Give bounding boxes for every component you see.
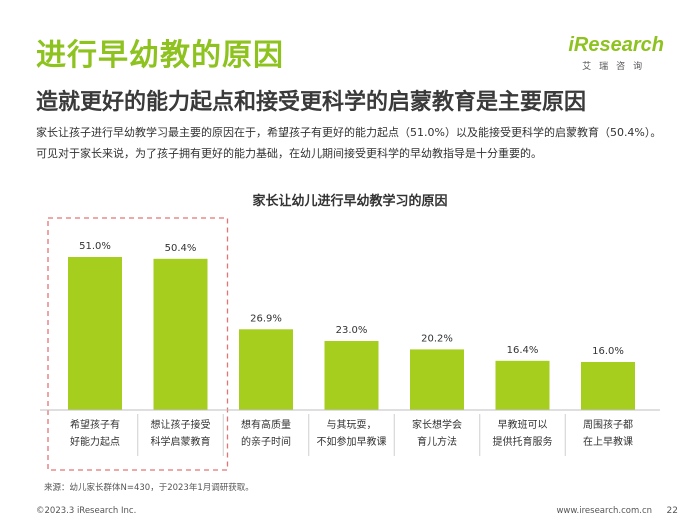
category-label: 家长想学会 [412,418,462,431]
data-label: 51.0% [79,241,111,252]
data-label: 16.0% [592,346,624,357]
bar [410,349,464,410]
data-label: 20.2% [421,333,453,344]
bar [581,362,635,410]
data-label: 23.0% [336,325,368,336]
source-note: 来源：幼儿家长群体N=430，于2023年1月调研获取。 [44,483,254,493]
category-label: 好能力起点 [70,435,120,448]
bar [239,329,293,410]
category-label: 早教班可以 [498,418,548,431]
page-number: 22 [666,506,678,516]
bar [68,257,122,410]
iresearch-logo: iResearch 艾瑞咨询 [568,34,664,72]
page-subtitle: 造就更好的能力起点和接受更科学的启蒙教育是主要原因 [36,90,587,115]
logo-name: iResearch [568,34,664,56]
category-label: 提供托育服务 [493,435,553,448]
category-label: 想有高质量 [241,418,291,431]
category-label: 与其玩耍， [327,419,377,431]
bar [153,258,208,410]
logo-subtext: 艾瑞咨询 [582,62,651,72]
category-label: 周围孩子都 [583,418,633,431]
website-url: www.iresearch.com.cn [556,506,652,516]
category-label: 育儿方法 [417,435,457,448]
bar [324,341,379,410]
bar [495,360,550,410]
category-label: 不如参加早教课 [317,435,387,448]
page-description: 家长让孩子进行早幼教学习最主要的原因在于，希望孩子有更好的能力起点（51.0%）… [36,126,662,160]
copyright: ©2023.3 iResearch Inc. [36,506,137,516]
data-label: 50.4% [165,243,197,254]
category-label: 科学启蒙教育 [151,435,211,448]
chart-title: 家长让幼儿进行早幼教学习的原因 [252,194,448,209]
data-label: 26.9% [250,313,282,324]
category-label: 的亲子时间 [241,435,291,448]
page-title: 进行早幼教的原因 [36,38,284,73]
category-label: 在上早教课 [583,435,633,448]
category-label: 希望孩子有 [70,418,120,431]
data-label: 16.4% [507,345,539,356]
category-label: 想让孩子接受 [151,418,211,431]
